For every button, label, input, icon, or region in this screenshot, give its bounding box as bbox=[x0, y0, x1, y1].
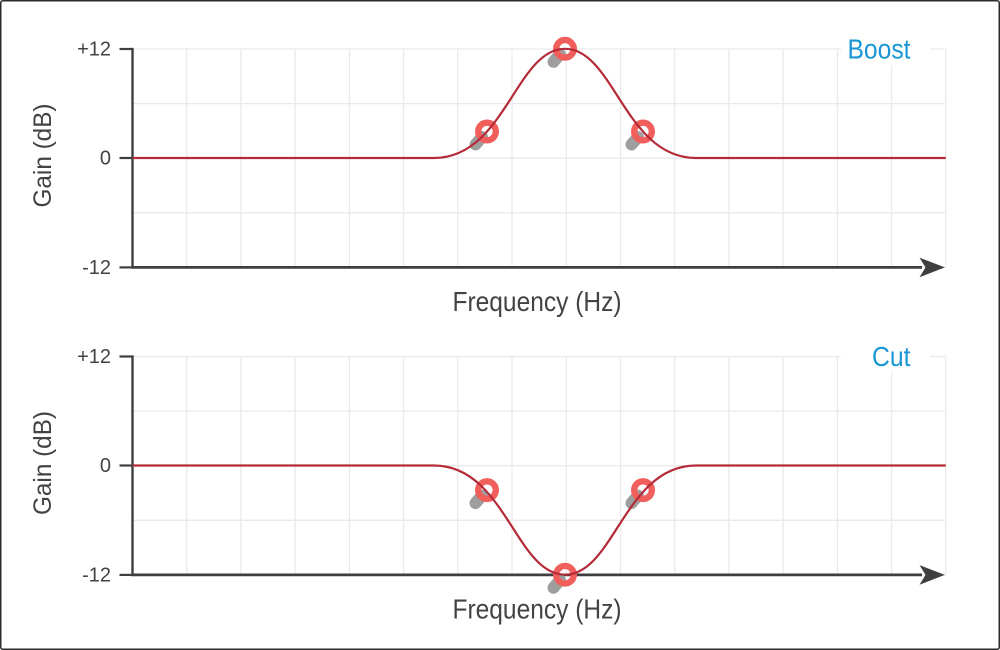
svg-text:Frequency (Hz): Frequency (Hz) bbox=[453, 286, 622, 317]
svg-text:Gain (dB): Gain (dB) bbox=[29, 411, 57, 515]
svg-text:+12: +12 bbox=[77, 39, 111, 61]
svg-text:Boost: Boost bbox=[848, 34, 911, 65]
svg-text:Cut: Cut bbox=[872, 341, 911, 372]
svg-text:0: 0 bbox=[100, 455, 111, 477]
svg-text:-12: -12 bbox=[82, 257, 111, 279]
svg-text:+12: +12 bbox=[77, 346, 111, 368]
svg-text:-12: -12 bbox=[82, 564, 111, 586]
svg-text:Frequency (Hz): Frequency (Hz) bbox=[453, 594, 622, 625]
svg-text:0: 0 bbox=[100, 148, 111, 170]
svg-text:Gain (dB): Gain (dB) bbox=[29, 104, 57, 208]
